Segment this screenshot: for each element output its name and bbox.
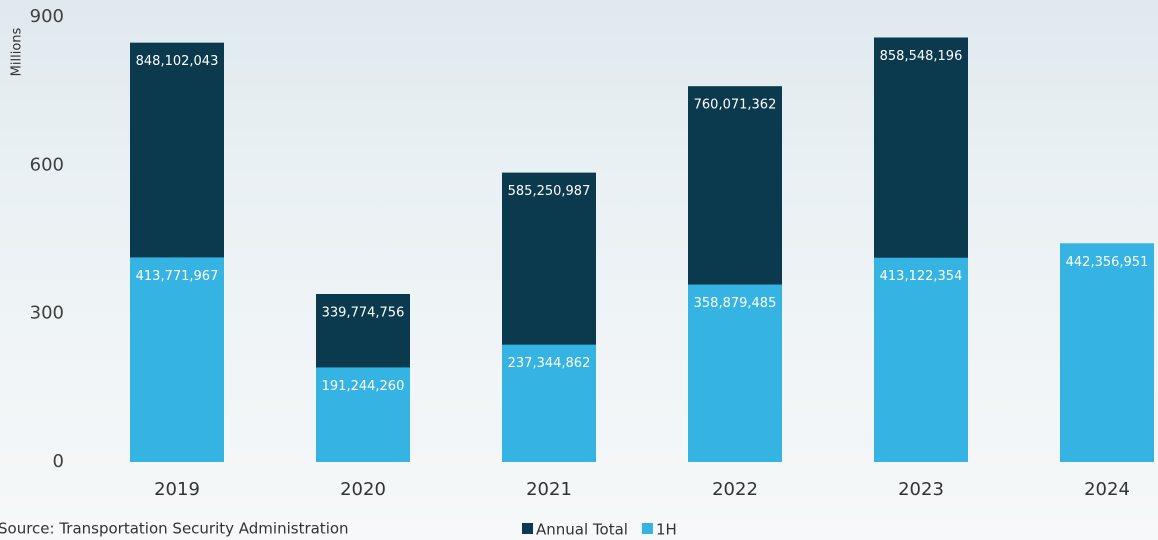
data-label: 858,548,196 [880,49,963,64]
data-label: 585,250,987 [508,184,591,199]
legend-swatch [641,523,653,534]
x-tick-label: 2024 [1084,479,1130,500]
bar [502,344,596,462]
data-label: 237,344,862 [508,356,591,371]
bar [1060,243,1154,462]
y-tick-label: 0 [53,451,64,472]
data-label: 191,244,260 [322,379,405,394]
data-label: 413,771,967 [136,269,219,284]
x-tick-label: 2022 [712,479,758,500]
y-tick-label: 300 [30,303,64,324]
bar [130,257,224,462]
data-label: 848,102,043 [136,54,219,69]
data-label: 358,879,485 [694,296,777,311]
data-label: 442,356,951 [1066,255,1149,270]
bar [688,284,782,462]
x-tick-label: 2019 [154,479,200,500]
source: Source: Transportation Security Administ… [0,520,349,538]
x-tick-label: 2020 [340,479,386,500]
y-tick-label: 900 [30,6,64,27]
bar [316,367,410,462]
x-tick-label: 2023 [898,479,944,500]
data-label: 413,122,354 [880,269,963,284]
y-tick-label: 600 [30,154,64,175]
y-axis-label: Millions [10,27,25,76]
x-tick-label: 2021 [526,479,572,500]
legend-label: 1H [656,521,677,539]
data-label: 339,774,756 [322,306,405,321]
legend-label: Annual Total [536,521,628,539]
data-label: 760,071,362 [694,98,777,113]
bar [874,257,968,462]
legend-swatch [522,523,533,534]
